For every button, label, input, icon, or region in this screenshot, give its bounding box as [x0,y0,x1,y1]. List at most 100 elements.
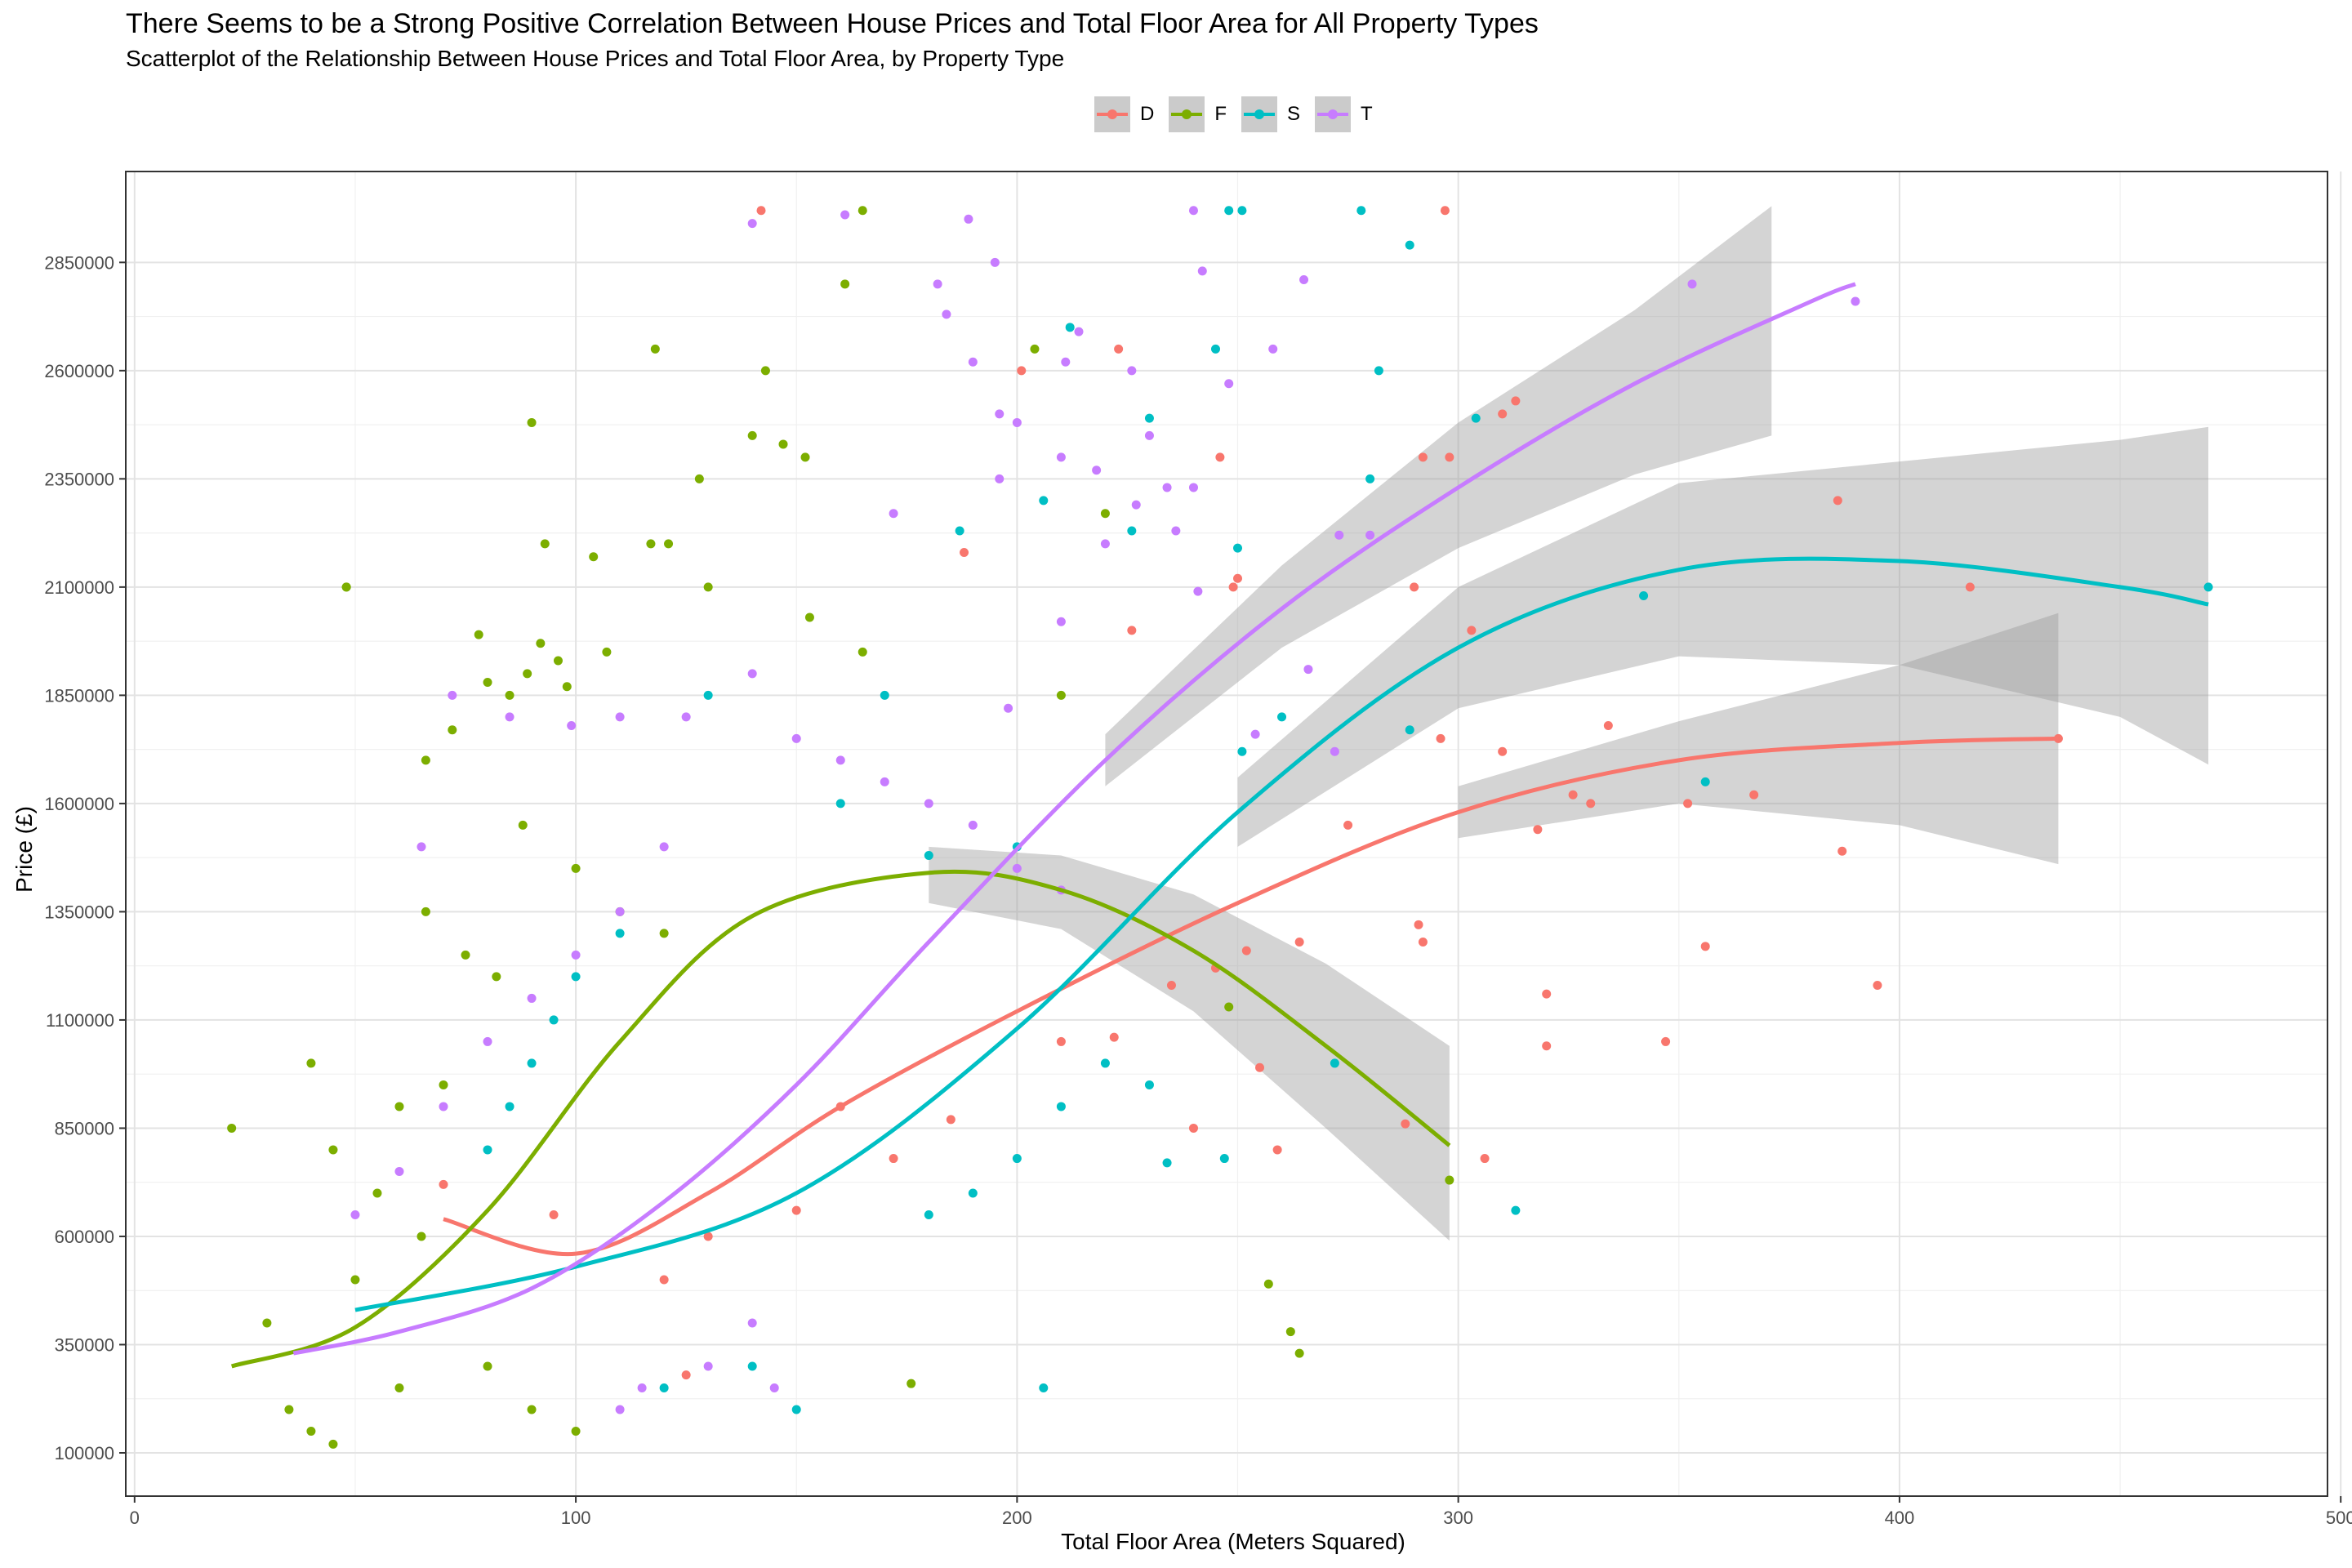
data-point-s [527,1058,537,1068]
data-point-d [1272,1145,1282,1155]
data-point-f [747,430,757,440]
data-point-f [540,539,550,549]
data-point-f [523,669,532,679]
data-point-s [1065,323,1075,332]
data-point-f [416,1232,426,1241]
legend-label-d: D [1140,103,1155,125]
data-point-d [1114,344,1124,354]
data-point-f [505,690,514,700]
data-point-t [567,720,577,730]
data-point-s [1365,474,1375,483]
data-point-f [227,1123,237,1133]
data-point-d [1418,938,1428,947]
data-point-d [1414,920,1423,929]
data-point-t [615,1405,625,1414]
data-point-t [1056,452,1066,462]
legend-key-d [1094,96,1130,132]
data-point-f [536,639,546,648]
data-point-t [1144,430,1154,440]
data-point-f [694,474,704,483]
y-tick-label: 2850000 [44,252,114,273]
data-point-f [461,950,470,960]
data-point-t [835,755,845,765]
data-point-s [1012,1154,1022,1164]
data-point-d [1965,582,1975,592]
data-point-f [474,630,483,639]
data-point-f [562,682,572,692]
data-point-t [350,1209,360,1219]
data-point-t [1299,275,1309,285]
data-point-f [328,1439,338,1449]
data-point-d [1294,938,1304,947]
y-tick-label: 350000 [55,1334,114,1355]
data-point-s [505,1102,514,1111]
data-point-t [1851,296,1860,306]
data-point-f [262,1318,272,1328]
y-tick-label: 2100000 [44,577,114,598]
data-point-t [880,777,889,786]
data-point-d [1255,1062,1265,1072]
data-point-f [1056,690,1066,700]
data-point-s [1639,590,1649,600]
data-point-d [1700,942,1710,951]
data-point-f [778,439,788,449]
legend-key-t [1315,96,1352,132]
data-point-d [1188,1123,1198,1133]
data-point-f [1263,1279,1273,1289]
data-point-f [284,1405,294,1414]
data-point-t [1061,357,1071,367]
data-point-f [421,755,430,765]
data-point-t [394,1166,404,1176]
data-point-d [1683,799,1693,808]
data-point-t [1188,483,1198,492]
data-point-t [968,820,978,830]
data-point-s [791,1405,801,1414]
data-point-t [416,842,426,852]
data-point-t [1012,417,1022,427]
data-point-f [804,612,814,622]
data-point-d [1056,1036,1066,1046]
data-point-f [1224,1002,1234,1012]
data-point-d [1511,396,1521,406]
data-point-s [1237,206,1247,216]
data-point-f [341,582,351,592]
data-point-s [1210,344,1220,354]
data-point-s [1162,1158,1172,1168]
data-point-d [1233,573,1243,583]
data-point-d [1480,1154,1490,1164]
data-point-f [1100,509,1110,519]
data-point-s [747,1361,757,1371]
smooth-line-f [230,869,1451,1369]
data-point-t [1687,279,1697,289]
data-point-s [549,1015,559,1025]
data-point-s [615,929,625,938]
data-point-d [1542,1041,1552,1051]
data-point-f [394,1383,404,1392]
data-point-d [791,1205,801,1215]
data-point-s [483,1145,492,1155]
data-point-d [1533,825,1543,835]
data-point-d [1241,946,1251,956]
data-point-t [681,712,691,722]
data-point-f [394,1102,404,1111]
data-point-t [1303,665,1313,675]
data-point-t [1365,530,1375,540]
data-point-f [646,539,656,549]
data-point-s [1144,1080,1154,1089]
x-tick-label: 400 [1885,1508,1915,1528]
data-point-d [1343,820,1353,830]
data-point-f [650,344,660,354]
data-point-t [1250,729,1260,739]
data-point-f [602,647,612,657]
data-point-s [703,690,713,700]
data-point-t [439,1102,448,1111]
data-point-s [924,851,933,861]
data-point-t [1197,266,1207,276]
data-point-s [1405,725,1414,735]
data-point-d [439,1179,448,1189]
data-point-d [946,1115,956,1125]
confidence-band-t [1105,206,1772,786]
data-point-t [1268,344,1278,354]
data-point-t [1100,539,1110,549]
